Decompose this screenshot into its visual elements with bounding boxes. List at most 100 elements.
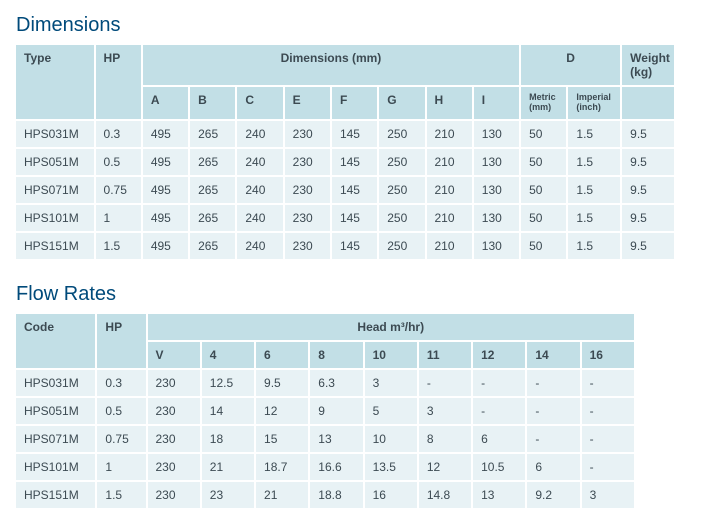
cell-c: 240 xyxy=(237,233,284,261)
cell-type: HPS051M xyxy=(16,149,96,177)
cell-c14: - xyxy=(527,370,581,398)
cell-c14: 6 xyxy=(527,454,581,482)
cell-c10: 10 xyxy=(365,426,419,454)
cell-a: 495 xyxy=(143,205,190,233)
cell-dm: 50 xyxy=(521,205,568,233)
cell-c12: 6 xyxy=(473,426,527,454)
cell-c: 240 xyxy=(237,121,284,149)
cell-c: 240 xyxy=(237,149,284,177)
col-v: V xyxy=(148,342,202,370)
col-b: B xyxy=(190,87,237,121)
cell-a: 495 xyxy=(143,177,190,205)
weight-label: Weight xyxy=(630,51,670,65)
cell-hp: 1.5 xyxy=(97,482,147,510)
col-e: E xyxy=(285,87,332,121)
col-10: 10 xyxy=(365,342,419,370)
cell-dm: 50 xyxy=(521,177,568,205)
cell-g: 250 xyxy=(379,149,426,177)
cell-code: HPS101M xyxy=(16,454,97,482)
cell-dm: 50 xyxy=(521,233,568,261)
cell-b: 265 xyxy=(190,149,237,177)
cell-w: 9.5 xyxy=(622,233,676,261)
cell-c12: - xyxy=(473,370,527,398)
cell-h: 210 xyxy=(427,177,474,205)
col-code: Code xyxy=(16,314,97,370)
cell-a: 495 xyxy=(143,149,190,177)
cell-c8: 13 xyxy=(310,426,364,454)
cell-g: 250 xyxy=(379,121,426,149)
cell-c16: - xyxy=(582,454,636,482)
cell-i: 130 xyxy=(474,121,521,149)
col-hp: HP xyxy=(97,314,147,370)
cell-v: 230 xyxy=(148,398,202,426)
col-weight: Weight (kg) xyxy=(622,45,676,87)
cell-w: 9.5 xyxy=(622,205,676,233)
flow-header-row-1: Code HP Head m³/hr) xyxy=(16,314,636,342)
cell-hp: 0.75 xyxy=(96,177,143,205)
cell-code: HPS151M xyxy=(16,482,97,510)
cell-type: HPS071M xyxy=(16,177,96,205)
col-c: C xyxy=(237,87,284,121)
cell-type: HPS101M xyxy=(16,205,96,233)
cell-b: 265 xyxy=(190,205,237,233)
cell-h: 210 xyxy=(427,121,474,149)
cell-hp: 1 xyxy=(97,454,147,482)
flow-table: Code HP Head m³/hr) V 4 6 8 10 11 12 14 … xyxy=(16,314,636,510)
cell-c10: 5 xyxy=(365,398,419,426)
dimensions-title: Dimensions xyxy=(16,14,685,37)
cell-di: 1.5 xyxy=(568,121,622,149)
cell-c8: 9 xyxy=(310,398,364,426)
col-f: F xyxy=(332,87,379,121)
cell-e: 230 xyxy=(285,233,332,261)
cell-g: 250 xyxy=(379,205,426,233)
cell-f: 145 xyxy=(332,149,379,177)
cell-a: 495 xyxy=(143,233,190,261)
col-11: 11 xyxy=(419,342,473,370)
cell-c10: 13.5 xyxy=(365,454,419,482)
col-d-metric: Metric(mm) xyxy=(521,87,568,121)
cell-hp: 0.5 xyxy=(96,149,143,177)
cell-i: 130 xyxy=(474,205,521,233)
cell-c8: 6.3 xyxy=(310,370,364,398)
cell-c14: - xyxy=(527,398,581,426)
col-dimensions-group: Dimensions (mm) xyxy=(143,45,521,87)
cell-c6: 12 xyxy=(256,398,310,426)
cell-hp: 1.5 xyxy=(96,233,143,261)
table-row: HPS031M0.3495265240230145250210130501.59… xyxy=(16,121,676,149)
cell-di: 1.5 xyxy=(568,149,622,177)
table-row: HPS151M1.5495265240230145250210130501.59… xyxy=(16,233,676,261)
col-4: 4 xyxy=(202,342,256,370)
cell-c11: - xyxy=(419,370,473,398)
col-head-group: Head m³/hr) xyxy=(148,314,637,342)
cell-e: 230 xyxy=(285,177,332,205)
cell-c11: 14.8 xyxy=(419,482,473,510)
cell-c6: 15 xyxy=(256,426,310,454)
cell-c11: 12 xyxy=(419,454,473,482)
col-a: A xyxy=(143,87,190,121)
cell-c16: - xyxy=(582,370,636,398)
col-8: 8 xyxy=(310,342,364,370)
cell-c: 240 xyxy=(237,177,284,205)
cell-c14: - xyxy=(527,426,581,454)
cell-hp: 0.3 xyxy=(96,121,143,149)
cell-i: 130 xyxy=(474,177,521,205)
cell-c14: 9.2 xyxy=(527,482,581,510)
cell-f: 145 xyxy=(332,177,379,205)
cell-hp: 0.5 xyxy=(97,398,147,426)
cell-di: 1.5 xyxy=(568,233,622,261)
cell-w: 9.5 xyxy=(622,121,676,149)
cell-a: 495 xyxy=(143,121,190,149)
cell-h: 210 xyxy=(427,205,474,233)
cell-e: 230 xyxy=(285,149,332,177)
cell-c6: 18.7 xyxy=(256,454,310,482)
cell-h: 210 xyxy=(427,233,474,261)
cell-code: HPS051M xyxy=(16,398,97,426)
col-12: 12 xyxy=(473,342,527,370)
weight-unit: (kg) xyxy=(630,65,652,79)
cell-type: HPS031M xyxy=(16,121,96,149)
col-6: 6 xyxy=(256,342,310,370)
cell-c4: 21 xyxy=(202,454,256,482)
cell-c4: 18 xyxy=(202,426,256,454)
cell-c: 240 xyxy=(237,205,284,233)
col-d-imperial: Imperial(inch) xyxy=(568,87,622,121)
